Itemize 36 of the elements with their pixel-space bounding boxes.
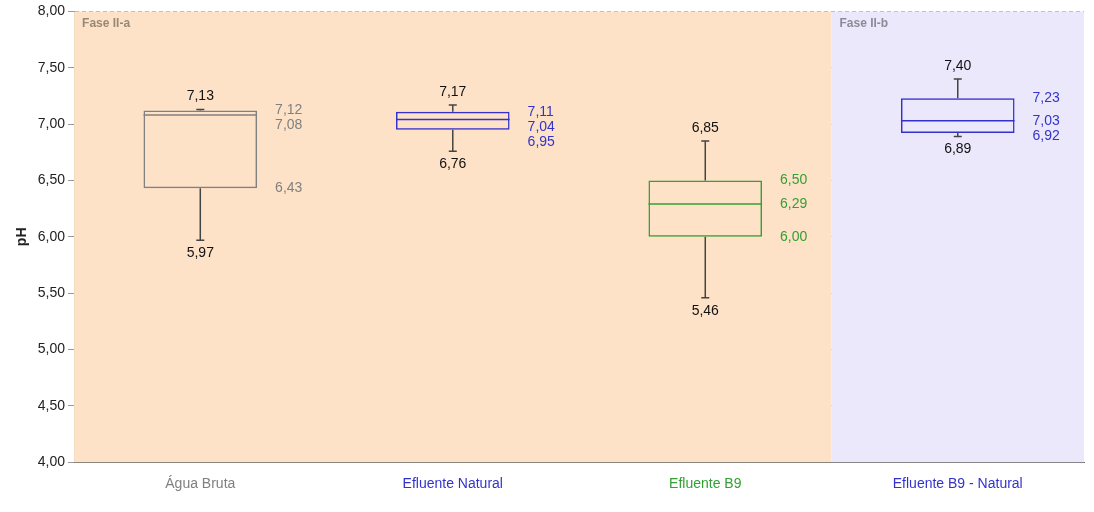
x-tick-label: Efluente B9 [669,475,742,492]
annotation: 6,85 [691,118,720,135]
annotation: 7,04 [527,117,556,134]
x-tick-label: Efluente Natural [402,475,503,492]
y-tick-label: 5,50 [37,284,66,301]
annotation: 5,46 [691,301,720,318]
band-label: Fase II-b [839,15,889,30]
annotation: 5,97 [186,244,215,261]
annotation: 6,00 [780,227,808,244]
annotation: 6,43 [275,179,303,196]
annotation: 7,13 [186,87,215,104]
annotation: 6,92 [1032,126,1061,143]
x-tick-label: Efluente B9 - Natural [892,475,1023,492]
annotation: 7,12 [275,101,303,118]
annotation: 6,95 [527,132,556,149]
annotation: 6,50 [780,171,808,188]
x-tick-label: Água Bruta [165,475,236,492]
y-tick-label: 4,00 [37,453,66,470]
annotation: 7,40 [944,56,972,73]
y-tick-label: 8,00 [37,2,66,19]
annotation: 6,76 [439,155,467,172]
y-tick-label: 6,50 [37,171,66,188]
annotation: 7,17 [439,82,467,99]
y-tick-label: 7,50 [37,58,66,75]
y-tick-label: 7,00 [37,114,66,131]
band-label: Fase II-a [82,15,131,30]
annotation: 6,29 [780,194,808,211]
annotation: 7,23 [1032,89,1061,106]
annotation: 7,11 [527,102,555,119]
y-tick-label: 6,00 [37,227,66,244]
annotation: 7,03 [1032,111,1061,128]
y-tick-label: 4,50 [37,396,66,413]
y-tick-label: 5,00 [37,340,66,357]
y-axis-title: pH [13,227,30,247]
annotation: 6,89 [944,140,972,157]
annotation: 7,08 [275,116,303,133]
